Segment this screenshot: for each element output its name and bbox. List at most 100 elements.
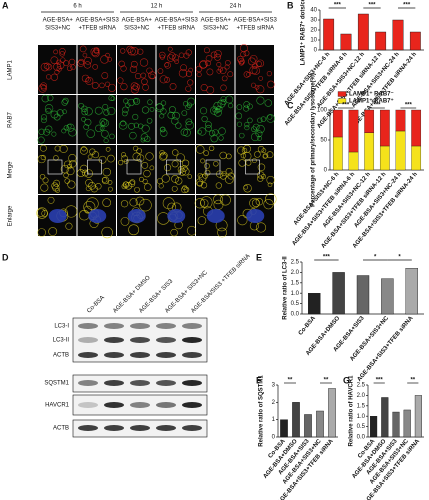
cell (221, 75, 228, 82)
cell (102, 198, 112, 207)
legend-swatch (337, 98, 347, 104)
cell (120, 217, 130, 226)
zoom-box (87, 159, 102, 175)
sig-label: *** (373, 103, 381, 109)
cell (118, 121, 128, 130)
cell (174, 59, 179, 64)
cell (164, 62, 170, 68)
y-axis-label: Relative ratio of HAVCR1 (349, 375, 355, 447)
cell (81, 146, 87, 152)
nucleus (48, 209, 67, 223)
cell (91, 49, 100, 58)
blot-row-label: ACTB (53, 426, 69, 432)
cell (140, 137, 146, 143)
bar-segment (332, 136, 343, 171)
cell (168, 52, 176, 60)
cell (148, 71, 157, 80)
band (78, 352, 98, 358)
zoom-box (47, 159, 63, 175)
cell (132, 152, 141, 161)
band (156, 323, 176, 329)
cell (94, 106, 103, 115)
cell (38, 128, 45, 135)
sig-label: ** (288, 378, 293, 384)
band (104, 402, 124, 408)
micrograph (196, 45, 235, 94)
band (78, 380, 98, 386)
cell (255, 198, 264, 206)
cell (204, 169, 211, 176)
cell (171, 117, 179, 125)
cell (43, 62, 51, 70)
cell (243, 105, 250, 112)
cell (160, 100, 167, 106)
band (130, 402, 150, 408)
cell (69, 160, 77, 168)
cell (133, 98, 139, 104)
bar (409, 31, 421, 51)
band (130, 323, 150, 329)
cell (213, 101, 222, 110)
cell (54, 145, 61, 152)
cell (82, 52, 88, 58)
band (78, 425, 98, 431)
cell (134, 186, 140, 193)
cell (168, 106, 176, 114)
cell (130, 46, 139, 56)
cell (218, 135, 224, 141)
cell (53, 155, 59, 161)
cell (101, 226, 113, 239)
cell (167, 111, 175, 119)
bar (381, 397, 389, 438)
cell (243, 101, 250, 108)
cell (99, 82, 105, 89)
cell (45, 107, 52, 115)
cell (123, 98, 129, 104)
blot-row-label: LC3-I (54, 324, 69, 330)
cell (66, 123, 75, 132)
y-tick-label: 40 (310, 8, 317, 14)
cell (264, 99, 272, 107)
cell (239, 132, 245, 139)
cell (47, 94, 54, 102)
group-label: AGE-BSA+SIS3 (155, 18, 199, 24)
bar (292, 402, 300, 438)
cell (214, 49, 222, 58)
cell (39, 144, 47, 152)
cell (83, 61, 92, 69)
cell (44, 104, 54, 113)
cell (36, 207, 48, 219)
nucleus (167, 209, 186, 223)
cell (254, 84, 260, 90)
cell (140, 133, 149, 141)
sig-label: ** (324, 378, 329, 384)
y-tick-label: 1.5 (291, 280, 300, 286)
y-tick-label: 1.0 (357, 414, 366, 420)
cell (120, 83, 128, 91)
cell (214, 53, 221, 61)
blot-row-label: SQSTM1 (44, 381, 69, 387)
cell (42, 177, 49, 184)
cell (219, 151, 227, 160)
cell (132, 83, 140, 91)
legend-label: LAMP1⁺ RAB7⁻ (349, 91, 394, 98)
cell (159, 75, 168, 84)
cell (195, 65, 203, 73)
bar (332, 272, 345, 315)
cell (251, 158, 257, 164)
cell (45, 125, 53, 133)
cell (47, 196, 55, 204)
cell (141, 106, 150, 114)
cell (160, 129, 168, 137)
cell (195, 145, 205, 154)
cell (243, 184, 249, 190)
cell (220, 99, 227, 106)
cell (129, 65, 138, 74)
cell (238, 60, 244, 66)
bar-segment (364, 132, 375, 171)
cell (243, 144, 251, 153)
cell (67, 180, 76, 189)
cell (221, 170, 227, 177)
cell (53, 49, 59, 55)
